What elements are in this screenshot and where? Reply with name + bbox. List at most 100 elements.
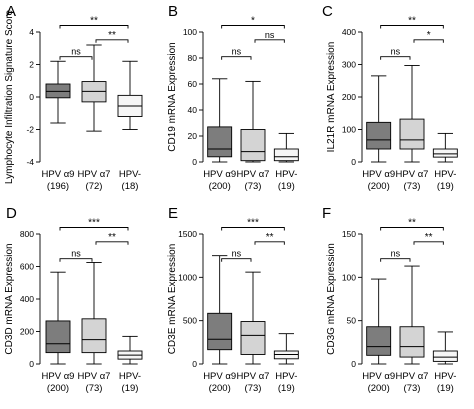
panel-letter: E bbox=[168, 205, 178, 222]
sample-count-label: (72) bbox=[86, 181, 103, 192]
y-tick-label: 200 bbox=[20, 327, 34, 337]
sample-count-label: (73) bbox=[404, 383, 421, 394]
box-iqr bbox=[207, 126, 233, 158]
box-hpv-neg bbox=[273, 333, 299, 365]
box-iqr bbox=[207, 312, 233, 351]
sample-count-label: (200) bbox=[47, 383, 69, 394]
significance-label: ** bbox=[90, 16, 98, 27]
box-hpv-a7 bbox=[240, 80, 266, 163]
y-tick-label: 0 bbox=[192, 359, 197, 369]
y-tick-label: 0 bbox=[29, 92, 34, 102]
box-iqr bbox=[399, 326, 425, 358]
sample-count-label: (200) bbox=[209, 181, 231, 192]
y-axis-label: CD3G mRNA Expression bbox=[326, 243, 337, 355]
panel-letter: C bbox=[322, 3, 333, 20]
y-tick-label: 80 bbox=[188, 53, 198, 63]
y-tick-label: 4 bbox=[29, 27, 34, 37]
significance-label: ns bbox=[232, 249, 242, 259]
significance-label: * bbox=[427, 30, 431, 41]
x-category-label: HPV- bbox=[275, 371, 297, 382]
sample-count-label: (73) bbox=[245, 383, 262, 394]
y-axis-label: CD3D mRNA Expression bbox=[4, 243, 15, 354]
significance-label: *** bbox=[88, 218, 100, 229]
x-category-label: HPV α7 bbox=[78, 169, 111, 180]
x-category-label: HPV- bbox=[434, 371, 456, 382]
y-axis-label: CD19 mRNA Expression bbox=[167, 42, 178, 151]
significance-bracket bbox=[380, 258, 411, 262]
y-tick-label: 100 bbox=[342, 272, 356, 282]
significance-bracket bbox=[254, 241, 285, 245]
significance-label: ** bbox=[266, 232, 274, 243]
significance-bracket bbox=[59, 227, 129, 231]
panel-letter: F bbox=[322, 205, 331, 222]
box-hpv-a9 bbox=[207, 78, 233, 163]
significance-label: ns bbox=[232, 47, 242, 57]
box-iqr bbox=[45, 320, 71, 354]
sample-count-label: (19) bbox=[122, 383, 139, 394]
box-iqr bbox=[399, 118, 425, 150]
panel-d: D 0 200 400 600 800 CD3D mRNA Expression HPV α9… bbox=[4, 205, 143, 394]
significance-label: ** bbox=[408, 16, 416, 27]
y-tick-label: 0 bbox=[29, 359, 34, 369]
x-category-label: HPV α9 bbox=[203, 169, 236, 180]
box-hpv-a9 bbox=[45, 60, 71, 124]
y-tick-label: 20 bbox=[188, 131, 198, 141]
x-category-label: HPV α7 bbox=[396, 169, 429, 180]
significance-bracket bbox=[380, 56, 411, 60]
x-category-label: HPV- bbox=[119, 371, 141, 382]
significance-label: ns bbox=[391, 249, 401, 259]
y-tick-label: 100 bbox=[183, 27, 197, 37]
box-hpv-a9 bbox=[366, 75, 392, 163]
box-iqr bbox=[432, 350, 458, 362]
box-iqr bbox=[273, 148, 299, 162]
panel-letter: D bbox=[6, 205, 17, 222]
box-hpv-a7 bbox=[240, 271, 266, 365]
box-iqr bbox=[240, 321, 266, 355]
y-tick-label: 1500 bbox=[178, 229, 197, 239]
y-tick-label: 150 bbox=[342, 229, 356, 239]
panel-letter: B bbox=[168, 3, 178, 20]
x-category-label: HPV α9 bbox=[362, 169, 395, 180]
significance-bracket bbox=[59, 25, 129, 29]
box-iqr bbox=[240, 129, 266, 162]
significance-label: *** bbox=[247, 218, 259, 229]
x-category-label: HPV α9 bbox=[362, 371, 395, 382]
significance-bracket bbox=[254, 39, 285, 43]
significance-label: ** bbox=[408, 218, 416, 229]
box-iqr bbox=[432, 148, 458, 158]
x-category-label: HPV α9 bbox=[42, 371, 75, 382]
significance-label: ns bbox=[71, 47, 81, 57]
x-category-label: HPV α7 bbox=[237, 371, 270, 382]
x-category-label: HPV- bbox=[275, 169, 297, 180]
box-iqr bbox=[366, 326, 392, 356]
sample-count-label: (200) bbox=[368, 181, 390, 192]
box-hpv-a9 bbox=[207, 255, 233, 365]
box-hpv-neg bbox=[432, 331, 458, 365]
box-hpv-neg bbox=[117, 335, 143, 365]
panel-c: C 0 100 200 300 400 IL21R mRNA Expression HPV α… bbox=[322, 3, 458, 192]
sample-count-label: (18) bbox=[122, 181, 139, 192]
y-tick-label: 0 bbox=[192, 157, 197, 167]
y-tick-label: 2 bbox=[29, 60, 34, 70]
significance-bracket bbox=[221, 227, 285, 231]
x-category-label: HPV α7 bbox=[78, 371, 111, 382]
y-tick-label: 600 bbox=[20, 262, 34, 272]
x-category-label: HPV α9 bbox=[203, 371, 236, 382]
significance-bracket bbox=[380, 25, 444, 29]
y-tick-label: 800 bbox=[20, 229, 34, 239]
y-tick-label: 0 bbox=[351, 359, 356, 369]
x-category-label: HPV- bbox=[119, 169, 141, 180]
significance-label: ** bbox=[108, 30, 116, 41]
panel-f: F 0 50 100 150 CD3G mRNA Expression HPV α9(200… bbox=[322, 205, 458, 394]
significance-bracket bbox=[413, 39, 444, 43]
box-hpv-a9 bbox=[45, 271, 71, 365]
y-tick-label: 200 bbox=[342, 92, 356, 102]
y-tick-label: 1000 bbox=[178, 272, 197, 282]
y-tick-label: 50 bbox=[347, 316, 357, 326]
y-tick-label: 500 bbox=[183, 316, 197, 326]
significance-bracket bbox=[221, 25, 285, 29]
sample-count-label: (73) bbox=[245, 181, 262, 192]
y-axis-label: IL21R mRNA Expression bbox=[326, 42, 337, 153]
